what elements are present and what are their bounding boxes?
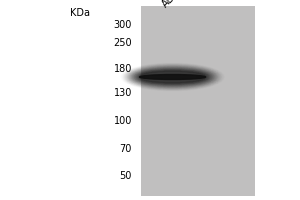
Ellipse shape bbox=[136, 70, 208, 84]
Text: 300: 300 bbox=[114, 20, 132, 30]
Ellipse shape bbox=[129, 67, 216, 87]
Text: 70: 70 bbox=[120, 144, 132, 154]
Ellipse shape bbox=[130, 68, 214, 86]
Text: 100: 100 bbox=[114, 116, 132, 126]
Ellipse shape bbox=[140, 75, 206, 79]
Text: KDa: KDa bbox=[70, 8, 90, 18]
Ellipse shape bbox=[135, 69, 211, 85]
Ellipse shape bbox=[140, 72, 206, 82]
Text: AD293: AD293 bbox=[160, 0, 191, 9]
Text: 130: 130 bbox=[114, 88, 132, 98]
Ellipse shape bbox=[136, 70, 209, 84]
Bar bbox=[141, 6, 255, 196]
Text: 180: 180 bbox=[114, 64, 132, 74]
Ellipse shape bbox=[137, 71, 208, 83]
Ellipse shape bbox=[134, 69, 212, 85]
Text: 250: 250 bbox=[113, 38, 132, 48]
Ellipse shape bbox=[139, 71, 206, 83]
Ellipse shape bbox=[130, 67, 215, 87]
Ellipse shape bbox=[132, 68, 213, 86]
Ellipse shape bbox=[133, 68, 212, 86]
Text: 50: 50 bbox=[120, 171, 132, 181]
